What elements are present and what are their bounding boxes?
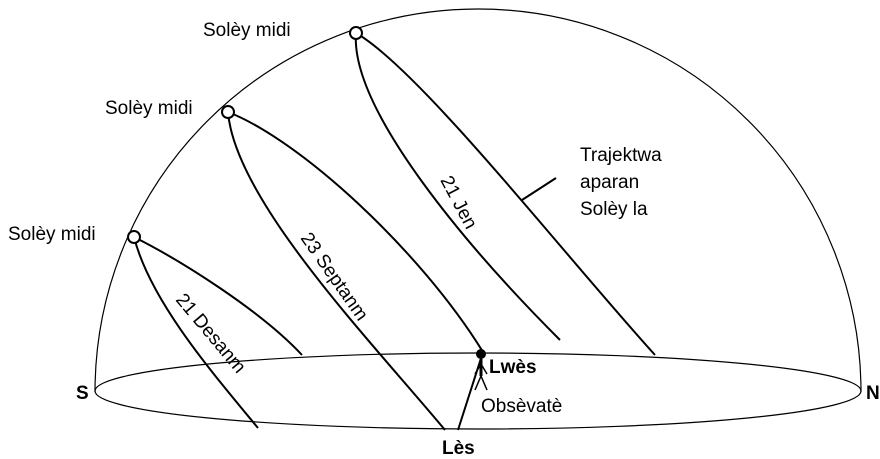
- september-label: 23 Septanm: [296, 229, 372, 325]
- observer-label: Obsèvatè: [481, 396, 562, 417]
- noon-label: Solèy midi: [8, 224, 96, 245]
- caption-pointer: [521, 177, 557, 201]
- september-back: [227, 111, 484, 353]
- noon-sun: [127, 230, 141, 244]
- south-label: S: [76, 383, 89, 404]
- noon-sun: [349, 26, 363, 40]
- observer-figure: [474, 349, 488, 391]
- sky-dome: [94, 8, 862, 393]
- north-label: N: [866, 383, 880, 404]
- june-front: [354, 32, 561, 341]
- caption: Trajektwa: [580, 145, 662, 166]
- noon-label: Solèy midi: [203, 20, 291, 41]
- june-back: [355, 32, 656, 356]
- observer-line: [457, 351, 484, 431]
- east-label: Lès: [442, 438, 475, 459]
- caption: Solèy la: [580, 199, 648, 220]
- december-back: [133, 236, 303, 356]
- noon-sun: [221, 105, 235, 119]
- june-label: 21 Jen: [436, 172, 481, 232]
- west-label: Lwès: [489, 357, 537, 378]
- september-front: [227, 111, 446, 431]
- noon-label: Solèy midi: [105, 98, 193, 119]
- december-front: [133, 236, 259, 429]
- caption: aparan: [580, 172, 639, 193]
